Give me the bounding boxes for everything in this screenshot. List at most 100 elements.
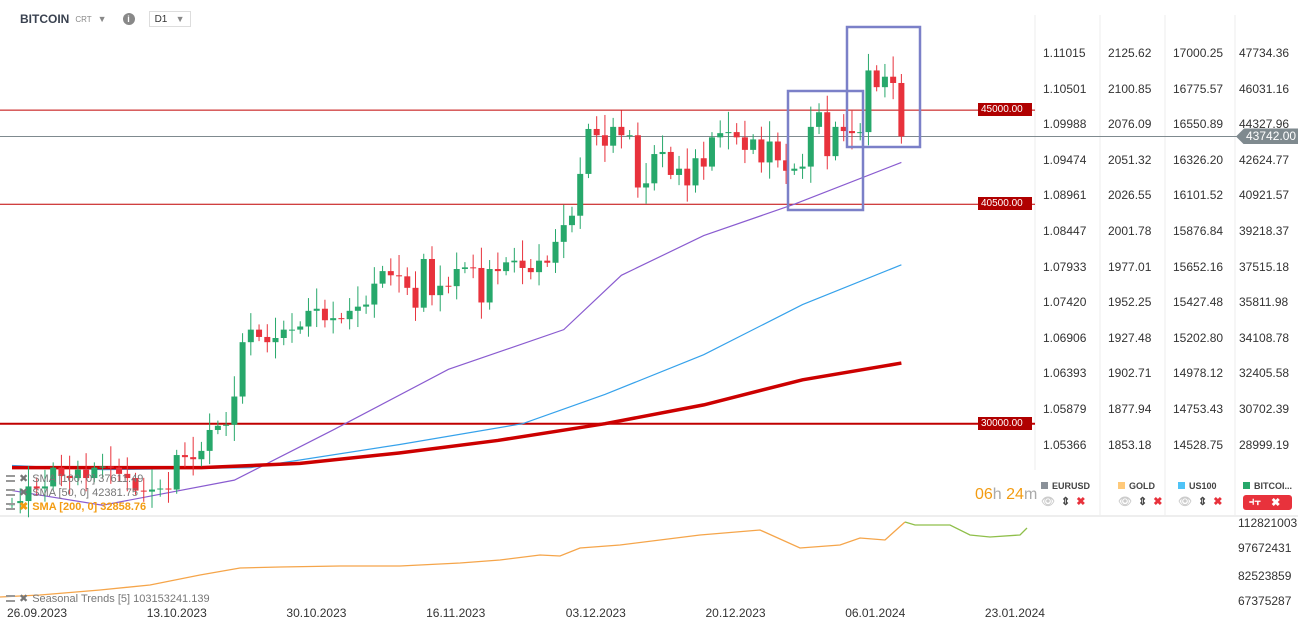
eurusd-axis-label: 1.09988 <box>1043 117 1087 132</box>
seasonal-line-past <box>0 521 906 598</box>
close-icon[interactable]: ✖ <box>19 593 29 605</box>
eurusd-axis-label: 1.05879 <box>1043 402 1087 416</box>
gold-axis-label: 2051.32 <box>1108 152 1152 167</box>
gold-axis-label: 1902.71 <box>1108 366 1152 381</box>
candle-body <box>148 489 155 492</box>
symbol-dropdown-icon[interactable]: ▼ <box>97 14 107 24</box>
close-icon[interactable]: ✖ <box>19 487 29 499</box>
bitcoin-axis-label: 40921.57 <box>1239 188 1290 203</box>
eurusd-axis-label: 1.08961 <box>1043 188 1087 203</box>
candle-body <box>140 490 147 492</box>
gold-axis-label: 2125.62 <box>1108 46 1152 60</box>
close-icon[interactable]: ✖ <box>19 501 29 513</box>
annotation-box <box>786 89 865 212</box>
candle-body <box>231 396 238 425</box>
bitcoin-axis-label: 42624.77 <box>1239 152 1290 167</box>
candle-body <box>66 475 73 479</box>
eurusd-axis-label: 1.10501 <box>1043 81 1087 96</box>
timeframe-select[interactable]: D1 ▼ <box>148 11 191 27</box>
candle-body <box>387 271 394 276</box>
candle-body <box>50 467 57 487</box>
instrument-us100: US100 👁 ⇕ ✖ <box>1178 481 1223 508</box>
candle-body <box>758 139 765 163</box>
sma50-line <box>11 161 902 506</box>
settings-icon[interactable] <box>6 475 15 482</box>
close-icon[interactable]: ✖ <box>1271 497 1281 509</box>
instrument-header: BITCOIN CRT ▼ i D1 ▼ <box>20 11 191 27</box>
settings-icon[interactable] <box>6 595 15 602</box>
candle-body <box>577 173 584 216</box>
settings-icon[interactable] <box>6 489 15 496</box>
candle-body <box>157 488 164 490</box>
candle-body <box>791 168 798 171</box>
candle-body <box>511 260 518 263</box>
candle-body <box>717 133 724 138</box>
candle-body <box>354 306 361 311</box>
seasonal-axis-label: 112821003 <box>1238 516 1298 530</box>
date-axis-label: 26.09.2023 <box>7 606 68 620</box>
candle-body <box>478 267 485 303</box>
candle-body <box>17 501 24 504</box>
candle-body <box>321 308 328 321</box>
info-icon[interactable]: i <box>122 13 135 25</box>
date-axis-label: 23.01.2024 <box>984 606 1045 620</box>
candle-body <box>206 429 213 451</box>
candle-body <box>824 112 831 157</box>
candle-body <box>741 137 748 150</box>
settings-icon[interactable] <box>6 503 15 510</box>
sort-icon[interactable]: ⇕ <box>1060 496 1071 508</box>
candle-body <box>256 329 263 337</box>
chart-type-button[interactable]: ⫞⫟ ✖ <box>1243 495 1292 510</box>
close-icon[interactable]: ✖ <box>1213 496 1223 508</box>
legend-text: SMA [200, 0] 32858.76 <box>32 500 147 513</box>
last-price-label: 43742.00 <box>1236 128 1298 145</box>
date-axis-label: 30.10.2023 <box>286 606 347 620</box>
close-icon[interactable]: ✖ <box>1153 496 1163 508</box>
candle-body <box>783 160 790 171</box>
candle-body <box>552 241 559 263</box>
candle-body <box>83 469 90 479</box>
gold-axis-label: 1877.94 <box>1108 402 1152 416</box>
candle-body <box>420 258 427 308</box>
candle-body <box>667 151 674 175</box>
eye-icon[interactable]: 👁 <box>1118 496 1132 508</box>
candle-body <box>190 457 197 460</box>
sort-icon[interactable]: ⇕ <box>1197 496 1208 508</box>
bitcoin-axis-label: 35811.98 <box>1239 295 1289 310</box>
candle-body <box>445 285 452 287</box>
close-icon[interactable]: ✖ <box>19 473 29 485</box>
candle-body <box>437 285 444 296</box>
timeframe-value: D1 <box>154 13 168 25</box>
candle-body <box>634 135 641 188</box>
candle-body <box>198 450 205 460</box>
candle-body <box>214 425 221 430</box>
eurusd-axis-label: 1.07933 <box>1043 259 1087 274</box>
candle-body <box>91 467 98 479</box>
symbol-name[interactable]: BITCOIN <box>20 12 70 26</box>
candle-body <box>99 466 106 468</box>
bitcoin-axis-label: 28999.19 <box>1239 437 1290 452</box>
candle-body <box>601 135 608 146</box>
candle-body <box>470 267 477 269</box>
candle-body <box>676 168 683 175</box>
sort-icon[interactable]: ⇕ <box>1137 496 1148 508</box>
candle-body <box>486 269 493 303</box>
date-axis-label: 20.12.2023 <box>705 606 766 620</box>
date-axis-label: 03.12.2023 <box>565 606 626 620</box>
close-icon[interactable]: ✖ <box>1076 496 1086 508</box>
candle-body <box>807 126 814 167</box>
candle-body <box>848 131 855 134</box>
candle-body <box>280 329 287 338</box>
seasonal-axis-label: 82523859 <box>1238 569 1292 583</box>
eurusd-axis-label: 1.11015 <box>1043 46 1086 60</box>
candle-body <box>857 132 864 134</box>
gold-axis-label: 2100.85 <box>1108 81 1152 96</box>
instrument-gold: GOLD 👁 ⇕ ✖ <box>1118 481 1163 508</box>
eye-icon[interactable]: 👁 <box>1178 496 1192 508</box>
candle-body <box>881 76 888 88</box>
eye-icon[interactable]: 👁 <box>1041 496 1055 508</box>
candle-body <box>41 486 48 489</box>
candle-body <box>898 82 905 137</box>
us100-axis-label: 14753.43 <box>1173 402 1224 416</box>
